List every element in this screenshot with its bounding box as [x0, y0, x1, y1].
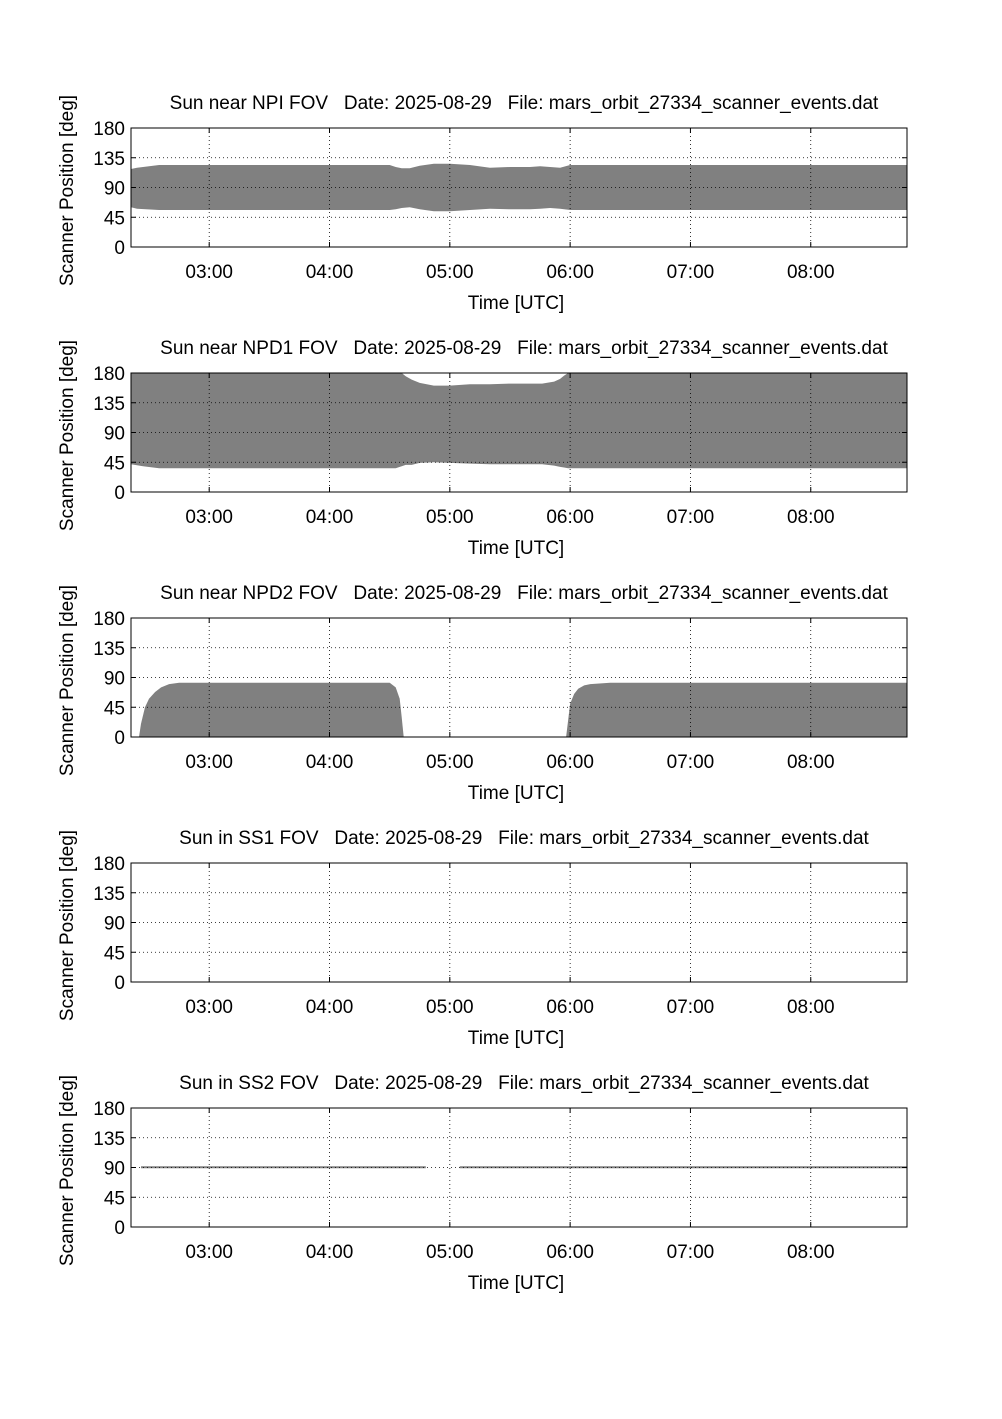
- x-axis-label: Time [UTC]: [468, 538, 564, 559]
- y-tick-label: 90: [104, 914, 125, 935]
- y-tick-label: 90: [104, 669, 125, 690]
- y-tick-label: 45: [104, 208, 125, 229]
- x-tick-label: 07:00: [667, 507, 715, 528]
- y-tick-label: 135: [93, 149, 125, 170]
- x-tick-label: 08:00: [787, 507, 835, 528]
- x-tick-label: 03:00: [185, 1242, 233, 1263]
- x-axis-label: Time [UTC]: [468, 293, 564, 314]
- x-tick-label: 05:00: [426, 262, 474, 283]
- y-tick-label: 90: [104, 179, 125, 200]
- chart-panel-3: 03:00 04:00 05:00 06:00 07:00 08:00 0 45 90 135 18…: [57, 583, 908, 804]
- y-tick-label: 180: [93, 854, 125, 875]
- x-tick-label: 05:00: [426, 507, 474, 528]
- x-tick-label: 04:00: [306, 262, 354, 283]
- x-tick-label: 03:00: [185, 997, 233, 1018]
- chart-panel-2: 03:00 04:00 05:00 06:00 07:00 08:00 0 45 90 135 18…: [57, 338, 908, 559]
- chart-panel-1: 03:00 04:00 05:00 06:00 07:00 08:00 0 45 90 135 18…: [57, 93, 908, 314]
- y-tick-label: 135: [93, 1129, 125, 1150]
- x-axis-label: Time [UTC]: [468, 783, 564, 804]
- x-tick-label: 07:00: [667, 997, 715, 1018]
- y-axis-label: Scanner Position [deg]: [57, 95, 78, 286]
- x-tick-label: 07:00: [667, 1242, 715, 1263]
- x-tick-label: 08:00: [787, 752, 835, 773]
- y-axis-label: Scanner Position [deg]: [57, 1075, 78, 1266]
- x-tick-label: 06:00: [546, 262, 594, 283]
- chart-title: Sun in SS2 FOV Date: 2025-08-29 File: ma…: [179, 1073, 869, 1094]
- chart-title: Sun near NPD1 FOV Date: 2025-08-29 File:…: [160, 338, 888, 359]
- x-tick-label: 07:00: [667, 262, 715, 283]
- y-tick-label: 0: [114, 1218, 125, 1239]
- y-tick-label: 180: [93, 119, 125, 140]
- x-tick-label: 08:00: [787, 997, 835, 1018]
- y-tick-label: 135: [93, 639, 125, 660]
- y-tick-label: 45: [104, 1188, 125, 1209]
- x-tick-label: 06:00: [546, 1242, 594, 1263]
- series-area-1: [131, 373, 907, 469]
- x-axis-label: Time [UTC]: [468, 1273, 564, 1294]
- y-tick-label: 180: [93, 364, 125, 385]
- x-tick-label: 04:00: [306, 752, 354, 773]
- series-area-1: [139, 682, 404, 737]
- x-tick-label: 04:00: [306, 1242, 354, 1263]
- y-axis-label: Scanner Position [deg]: [57, 340, 78, 531]
- x-tick-label: 08:00: [787, 262, 835, 283]
- y-tick-label: 45: [104, 453, 125, 474]
- x-tick-label: 06:00: [546, 752, 594, 773]
- y-axis-label: Scanner Position [deg]: [57, 830, 78, 1021]
- y-tick-label: 0: [114, 483, 125, 504]
- chart-panel-5: 03:00 04:00 05:00 06:00 07:00 08:00 0 45 90 135 18…: [57, 1073, 908, 1294]
- chart-title: Sun in SS1 FOV Date: 2025-08-29 File: ma…: [179, 828, 869, 849]
- x-tick-label: 04:00: [306, 507, 354, 528]
- y-tick-label: 0: [114, 238, 125, 259]
- y-tick-label: 180: [93, 1099, 125, 1120]
- x-tick-label: 03:00: [185, 507, 233, 528]
- y-tick-label: 45: [104, 943, 125, 964]
- x-axis-label: Time [UTC]: [468, 1028, 564, 1049]
- y-tick-label: 135: [93, 394, 125, 415]
- x-tick-label: 05:00: [426, 1242, 474, 1263]
- chart-panel-4: 03:00 04:00 05:00 06:00 07:00 08:00 0 45 90 135 18…: [57, 828, 908, 1049]
- x-tick-label: 05:00: [426, 997, 474, 1018]
- y-tick-label: 180: [93, 609, 125, 630]
- y-tick-label: 90: [104, 1159, 125, 1180]
- chart-title: Sun near NPI FOV Date: 2025-08-29 File: …: [170, 93, 879, 114]
- x-tick-label: 04:00: [306, 997, 354, 1018]
- x-tick-label: 03:00: [185, 752, 233, 773]
- x-tick-label: 06:00: [546, 997, 594, 1018]
- x-tick-label: 08:00: [787, 1242, 835, 1263]
- x-tick-label: 07:00: [667, 752, 715, 773]
- y-tick-label: 90: [104, 424, 125, 445]
- y-tick-label: 0: [114, 728, 125, 749]
- series-area-2: [566, 682, 907, 737]
- chart-title: Sun near NPD2 FOV Date: 2025-08-29 File:…: [160, 583, 888, 604]
- x-tick-label: 05:00: [426, 752, 474, 773]
- y-tick-label: 45: [104, 698, 125, 719]
- y-axis-label: Scanner Position [deg]: [57, 585, 78, 776]
- x-tick-label: 06:00: [546, 507, 594, 528]
- y-tick-label: 0: [114, 973, 125, 994]
- y-tick-label: 135: [93, 884, 125, 905]
- x-tick-label: 03:00: [185, 262, 233, 283]
